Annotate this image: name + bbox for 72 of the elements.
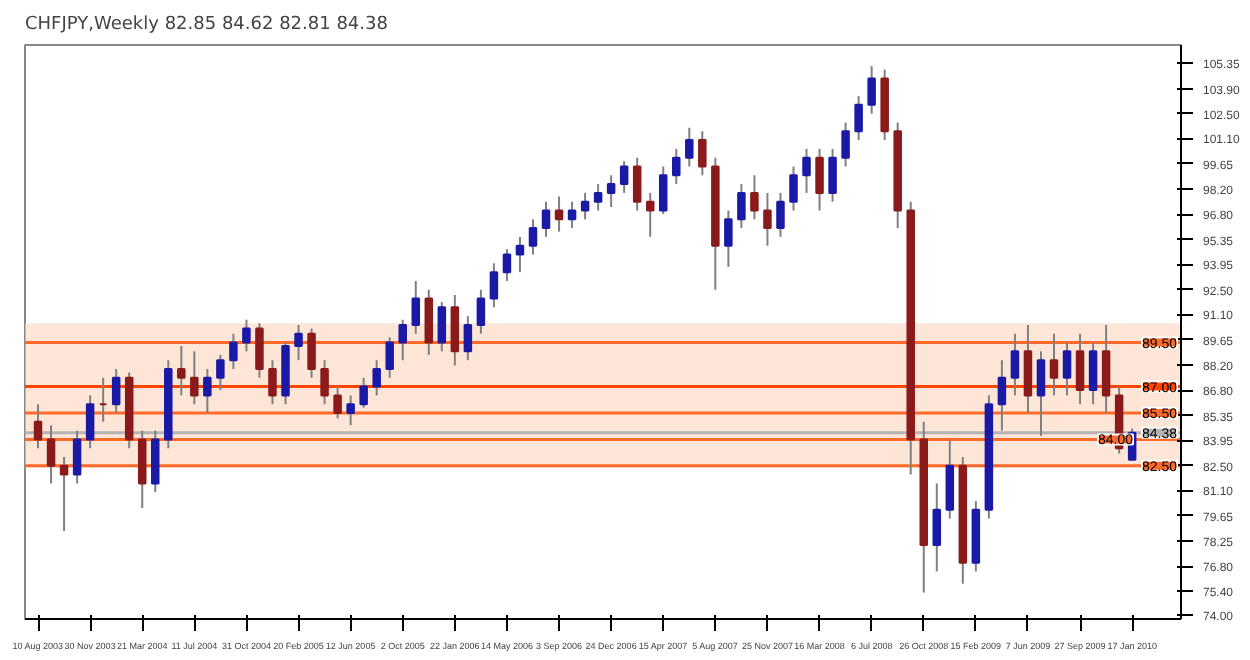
candlestick [177,345,186,397]
candlestick [59,456,69,532]
candlestick [763,191,772,247]
candlestick [554,195,564,233]
candlestick [190,350,199,406]
candlestick [1010,332,1020,397]
candlestick [932,482,942,573]
candlestick [1049,332,1059,397]
candlestick [502,248,512,282]
candlestick [1062,341,1072,397]
candlestick [593,183,603,212]
candlestick [1101,323,1111,414]
candlestick [1036,350,1046,437]
candlestick [619,160,629,194]
candlestick [828,147,837,203]
candlestick [698,130,707,177]
candlestick [33,403,43,450]
chart-title: CHFJPY,Weekly 82.85 84.62 82.81 84.38 [25,15,389,35]
candlestick [111,367,121,414]
candlestick [359,376,368,409]
candlestick [307,327,316,379]
candlestick [658,165,668,216]
candlestick [789,165,798,212]
candlestick [750,174,759,221]
candlestick [450,294,460,367]
candlestick [1088,341,1098,406]
candlestick [398,318,407,362]
candlestick [515,235,525,274]
candlestick [528,218,538,256]
candlestick [724,209,733,268]
candlestick [72,429,82,485]
candlestick [255,322,264,379]
candlestick [580,191,590,221]
candlestick [424,288,434,356]
candlestick [802,147,811,194]
candlestick [541,200,551,238]
candlestick [372,359,381,397]
candlestick [867,65,876,115]
candlestick [997,359,1007,432]
candlestick [567,200,577,230]
candlestick [385,336,394,379]
candlestick [46,424,56,485]
candlestick [645,191,655,238]
candlestick [776,191,785,238]
candlestick [333,385,342,420]
candlestick [437,301,447,353]
candlestick [216,353,225,392]
candlestick [268,359,277,406]
candlestick [1075,332,1085,406]
candlestick [489,262,499,309]
candlestick [672,147,681,186]
candlestick [463,315,473,362]
candlestick [685,126,694,168]
candlestick [242,318,251,353]
candlestick [294,323,303,362]
candlestick [229,332,238,370]
candlestick [606,174,616,208]
candlestick [203,367,212,414]
candlestick [1023,323,1033,414]
candlestick [151,429,160,494]
candlestick [476,288,486,335]
candlestick [137,429,147,510]
candlestick [85,394,95,450]
candlestick [841,121,850,168]
candlestick [320,359,329,406]
candlestick [411,279,421,335]
candlestick [854,95,863,142]
candlestick [815,147,824,212]
candlestick [632,156,642,212]
candlestick [346,394,355,427]
candlestick [737,183,746,230]
candlestick [945,438,955,520]
